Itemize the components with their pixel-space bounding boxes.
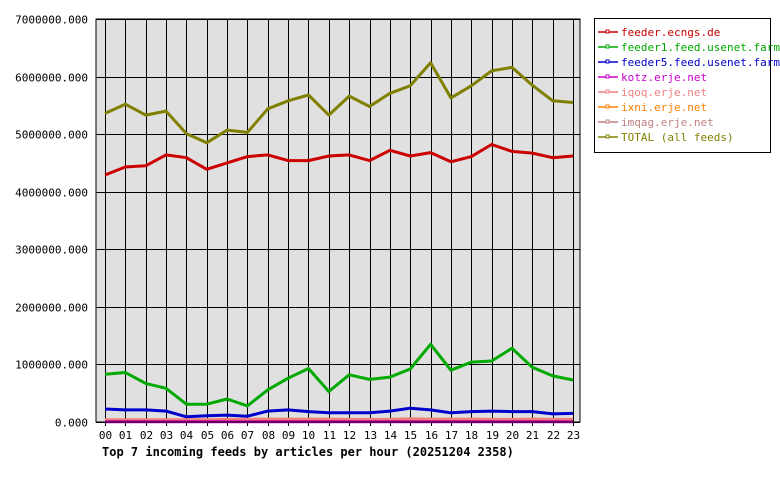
x-tick-label: 06 [221, 429, 234, 442]
x-tick-label: 13 [364, 429, 377, 442]
x-tick-label: 09 [282, 429, 295, 442]
legend-label: feeder.ecngs.de [621, 26, 720, 39]
series-lines [104, 61, 574, 424]
legend-label: ixni.erje.net [621, 101, 707, 114]
legend-marker [605, 59, 610, 64]
legend-label: kotz.erje.net [621, 71, 707, 84]
x-tick-label: 11 [323, 429, 336, 442]
x-tick-label: 15 [404, 429, 417, 442]
legend-label: imqag.erje.net [621, 116, 714, 129]
x-tick-label: 03 [160, 429, 173, 442]
x-tick-label: 19 [486, 429, 499, 442]
x-tick-label: 08 [262, 429, 275, 442]
x-tick-label: 17 [445, 429, 458, 442]
x-tick-label: 01 [119, 429, 132, 442]
y-tick-label: 4000000.000 [15, 187, 88, 200]
x-tick-label: 23 [567, 429, 580, 442]
x-tick-label: 21 [526, 429, 539, 442]
x-tick-label: 22 [547, 429, 560, 442]
legend-label: iqoq.erje.net [621, 86, 707, 99]
x-tick-label: 07 [241, 429, 254, 442]
legend-item: TOTAL (all feeds) [598, 131, 734, 144]
chart-title: Top 7 incoming feeds by articles per hou… [102, 445, 514, 459]
x-tick-label: 12 [343, 429, 356, 442]
y-tick-label: 1000000.000 [15, 359, 88, 372]
x-tick-label: 02 [140, 429, 153, 442]
legend-marker [605, 89, 610, 94]
x-tick-label: 20 [506, 429, 519, 442]
y-tick-label: 5000000.000 [15, 129, 88, 142]
y-tick-label: 0.000 [55, 417, 88, 430]
legend-label: TOTAL (all feeds) [621, 131, 734, 144]
series-line-feeder1-feed-usenet-farm [104, 342, 574, 408]
legend-label: feeder1.feed.usenet.farm [621, 41, 780, 54]
legend-marker [605, 74, 610, 79]
plot-border [95, 18, 581, 423]
legend-marker [605, 29, 610, 34]
legend-item: kotz.erje.net [598, 71, 707, 84]
y-tick-label: 3000000.000 [15, 244, 88, 257]
legend-item: ixni.erje.net [598, 101, 707, 114]
legend-marker [605, 134, 610, 139]
y-tick-label: 6000000.000 [15, 72, 88, 85]
x-tick-label: 05 [201, 429, 214, 442]
x-axis-ticks: 00 01 02 03 04 05 06 07 08 09 10 11 12 13 14 15 16 17 18 19… [99, 429, 580, 442]
y-axis-ticks: 0.000 1000000.000 2000000.000 3000000.000 40… [15, 14, 88, 430]
x-tick-label: 18 [465, 429, 478, 442]
legend-marker [605, 44, 610, 49]
x-tick-label: 14 [384, 429, 398, 442]
grid [96, 19, 580, 426]
legend-item: imqag.erje.net [598, 116, 714, 129]
series-line-total-all-feeds- [104, 61, 574, 145]
x-tick-label: 10 [302, 429, 315, 442]
y-tick-label: 2000000.000 [15, 302, 88, 315]
x-tick-label: 04 [180, 429, 194, 442]
series-line-feeder-ecngs-de [104, 143, 574, 177]
legend-box [594, 18, 771, 153]
legend-item: feeder.ecngs.de [598, 26, 720, 39]
x-tick-label: 00 [99, 429, 112, 442]
series-line-feeder5-feed-usenet-farm [104, 406, 574, 419]
plot-area [96, 19, 580, 422]
y-tick-label: 7000000.000 [15, 14, 88, 27]
legend-label: feeder5.feed.usenet.farm [621, 56, 780, 69]
legend-marker [605, 104, 610, 109]
series-line-iqoq-erje-net [105, 417, 573, 422]
legend: feeder.ecngs.de feeder1.feed.usenet.farm f… [594, 18, 780, 153]
legend-item: iqoq.erje.net [598, 86, 707, 99]
legend-marker [605, 119, 610, 124]
legend-item: feeder1.feed.usenet.farm [598, 41, 780, 54]
legend-item: feeder5.feed.usenet.farm [598, 56, 780, 69]
x-tick-label: 16 [425, 429, 438, 442]
